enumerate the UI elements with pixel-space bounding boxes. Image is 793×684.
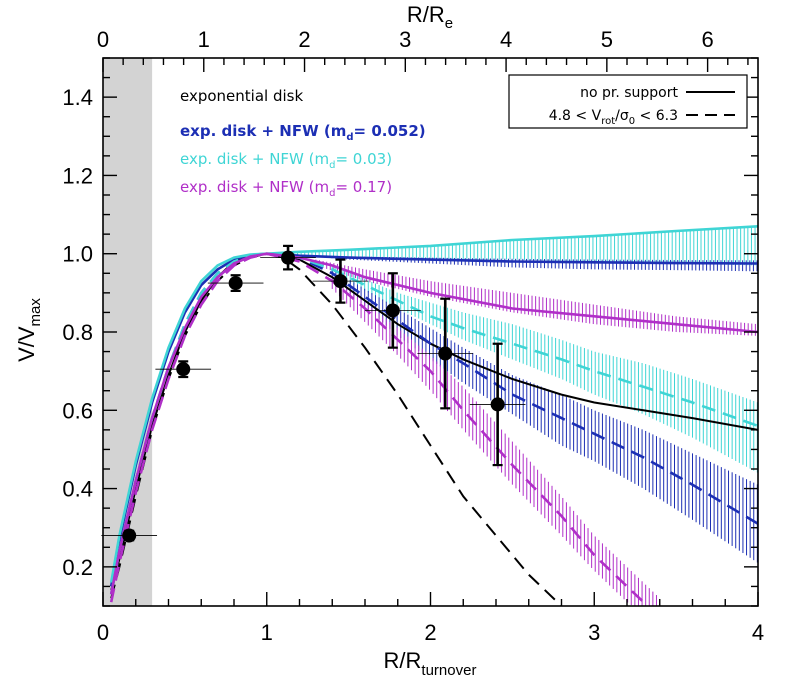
top-x-tick-label: 4 <box>500 27 512 52</box>
annotation-nfw-017: exp. disk + NFW (md= 0.17) <box>180 178 392 199</box>
top-x-tick-label: 0 <box>97 27 109 52</box>
data-point-6 <box>438 346 453 361</box>
legend-label-solid: no pr. support <box>580 85 678 101</box>
legend-part-3: 0 <box>629 116 635 127</box>
top-x-tick-label: 5 <box>601 27 613 52</box>
data-point-7 <box>490 397 505 412</box>
annotation-nfw-0052: exp. disk + NFW (md= 0.052) <box>180 122 426 143</box>
legend-part-1: rot <box>601 116 615 127</box>
data-points <box>101 244 526 543</box>
annotation-3-tail: = 0.17) <box>335 178 392 196</box>
annotation-2-sub: d <box>329 160 335 171</box>
series-2-solid-line <box>109 252 758 587</box>
annotation-nfw-003: exp. disk + NFW (md= 0.03) <box>180 150 392 171</box>
y-axis-title-sub: max <box>27 298 44 327</box>
series-0-solid-line <box>110 252 758 591</box>
x-tick-label: 1 <box>261 620 273 645</box>
annotation-1-tail: = 0.052) <box>354 122 426 140</box>
series-4-solid-line <box>109 225 758 583</box>
series-1-dashed-line <box>110 252 563 606</box>
x-axis-title: R/Rturnover <box>384 648 477 679</box>
y-tick-label: 1.4 <box>62 85 93 110</box>
series-6-solid-line <box>109 252 758 595</box>
plot-frame <box>102 57 759 607</box>
annotation-0-text: exponential disk <box>180 87 303 105</box>
x-tick-label: 2 <box>424 620 436 645</box>
legend-part-2: /σ <box>615 108 629 124</box>
data-point-1 <box>176 362 191 377</box>
annotation-3-text: exp. disk + NFW (m <box>180 178 329 196</box>
y-tick-label: 1.2 <box>62 163 93 188</box>
legend-box <box>508 74 748 129</box>
annotation-exponential-disk: exponential disk <box>180 87 303 105</box>
y-tick-label: 0.6 <box>62 398 93 423</box>
x-tick-label: 0 <box>97 620 109 645</box>
legend-part-4: < 6.3 <box>635 108 678 124</box>
annotation-3-sub: d <box>329 188 335 199</box>
data-point-3 <box>281 250 296 265</box>
y-tick-label: 1.0 <box>62 242 93 267</box>
annotation-2-tail: = 0.03) <box>335 150 392 168</box>
data-point-2 <box>228 276 243 291</box>
top-x-tick-label: 2 <box>298 27 310 52</box>
annotation-1-text: exp. disk + NFW (m <box>180 122 346 140</box>
series-7-dashed-line <box>109 252 650 606</box>
y-axis-title: V/Vmax <box>14 298 44 362</box>
series-5-dashed-line <box>109 252 758 595</box>
axis-ticks <box>102 57 759 607</box>
y-axis-title-main: V/V <box>14 326 39 362</box>
annotation-2-text: exp. disk + NFW (m <box>180 150 329 168</box>
tick-labels: 0 1 2 3 4 0 1 2 3 4 5 6 0.2 0.4 0.6 0.8 1.0 1.2 1.4 <box>62 27 764 645</box>
legend-label-dashed: 4.8 < Vrot/σ0 < 6.3 <box>549 108 678 127</box>
legend: no pr. support 4.8 < Vrot/σ0 < 6.3 <box>508 74 748 129</box>
data-point-4 <box>333 274 348 289</box>
legend-part-0: 4.8 < V <box>549 108 602 124</box>
top-axis-title-main: R/R <box>407 2 445 27</box>
annotation-1-sub: d <box>346 132 353 143</box>
y-tick-label: 0.8 <box>62 320 93 345</box>
x-axis-title-main: R/R <box>384 648 422 673</box>
data-point-0 <box>122 528 137 543</box>
top-x-tick-label: 3 <box>399 27 411 52</box>
top-axis-title: R/Re <box>407 2 453 32</box>
x-tick-label: 4 <box>752 620 764 645</box>
top-x-tick-label: 1 <box>198 27 210 52</box>
series-3-dashed-line <box>109 252 758 595</box>
y-tick-label: 0.2 <box>62 555 93 580</box>
y-tick-label: 0.4 <box>62 477 93 502</box>
x-axis-title-sub: turnover <box>421 662 476 679</box>
top-x-tick-label: 6 <box>701 27 713 52</box>
data-point-5 <box>385 303 400 318</box>
top-axis-title-sub: e <box>445 15 453 32</box>
x-tick-label: 3 <box>588 620 600 645</box>
